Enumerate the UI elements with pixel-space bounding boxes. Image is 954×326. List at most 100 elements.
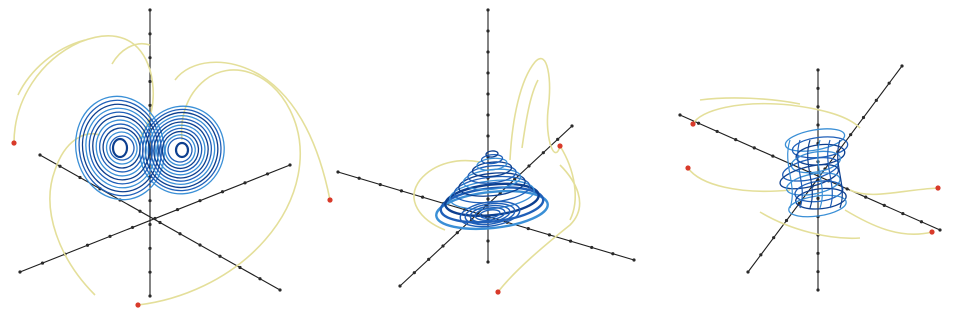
axis-tick-mark (412, 271, 416, 275)
axis-tick-mark (678, 113, 682, 117)
axis-tick-mark (85, 243, 90, 247)
attractor-orbit (161, 130, 200, 170)
axis-tick-mark (148, 246, 152, 250)
attractor-orbit (471, 161, 513, 178)
transient-curve (509, 57, 561, 161)
axis-tick-mark (816, 105, 820, 109)
attractor-orbit (78, 99, 162, 197)
axis-tick-mark (611, 252, 615, 256)
axis-tick-mark (887, 81, 891, 85)
axis-tick-mark (486, 260, 490, 264)
axis-tick-mark (752, 146, 756, 150)
axis-tick-mark (420, 195, 425, 199)
transient-curve (497, 164, 581, 293)
axis-tick-mark (148, 32, 152, 36)
axis-tick-mark (527, 164, 531, 168)
axis-tick-mark (938, 228, 942, 232)
attractor-orbit (105, 131, 138, 165)
attractor-orbit (156, 124, 206, 176)
axis-tick-mark (797, 201, 801, 205)
axis-tick-mark (398, 284, 402, 288)
attractor-orbit (797, 139, 803, 209)
panel-cone-attractor (435, 150, 549, 231)
transient-curve (174, 61, 331, 201)
axis-tick-mark (486, 134, 490, 138)
axis-tick-mark (486, 197, 490, 201)
axis-tick-mark (265, 172, 270, 176)
axis-tick-mark (715, 129, 719, 134)
axis-tick-mark (455, 231, 459, 235)
axis-tick-mark (526, 226, 530, 231)
transient-curve (687, 167, 791, 193)
attractor-orbit (795, 187, 847, 210)
axis-tick-mark (178, 232, 182, 236)
attractor-orbit (464, 202, 516, 226)
axis-tick-mark (278, 288, 282, 292)
attractor-orbit (111, 137, 129, 159)
axis-tick-mark (220, 190, 225, 194)
axis-tick-mark (148, 199, 152, 203)
axis-tick-mark (547, 233, 552, 237)
attractor-orbit (794, 180, 844, 203)
axis-tick-mark (148, 56, 152, 60)
panel-cylinder-axes (678, 64, 942, 292)
attractor-orbit (480, 153, 504, 165)
axis-tick-mark (148, 103, 152, 107)
axis-tick-mark (58, 164, 62, 168)
axis-tick-mark (243, 181, 247, 185)
attractor-orbit (458, 172, 526, 197)
transient-curve (759, 211, 861, 240)
attractor-orbit (459, 200, 521, 228)
attractor-orbit (469, 204, 511, 224)
attractor-orbit (807, 139, 813, 209)
attractor-orbit (474, 207, 506, 221)
axis-tick-mark (336, 170, 340, 174)
attractor-orbit (787, 139, 793, 209)
attractor-orbit (150, 118, 212, 182)
attractor-orbit (92, 115, 150, 181)
axis-tick-mark (784, 218, 789, 223)
transient-curve (137, 69, 301, 306)
attractor-orbit (827, 139, 833, 209)
axis-tick-mark (861, 115, 866, 120)
axis-tick-mark (882, 203, 886, 207)
attractor-orbit (444, 182, 540, 217)
axis-tick-mark (357, 176, 361, 180)
attractor-orbit (153, 121, 209, 179)
axis-tick-mark (108, 234, 112, 238)
initial-point (935, 185, 941, 191)
axis-tick-mark (198, 243, 202, 247)
axis-tick-mark (148, 8, 152, 12)
transient-curve (559, 145, 576, 221)
axis-tick-mark (148, 270, 152, 274)
axis-tick-mark (734, 138, 738, 142)
axis-tick-mark (759, 253, 763, 257)
axis-tick-mark (486, 239, 490, 243)
attractor-orbit (164, 134, 196, 166)
attractor-orbit (788, 194, 847, 218)
attractor-orbit (479, 209, 501, 219)
axis-tick-mark (919, 220, 924, 224)
axis-tick-mark (570, 124, 574, 128)
axis-tick-mark (541, 151, 545, 155)
attractor-orbit (81, 103, 159, 193)
attractor-orbit (817, 139, 823, 209)
axis-tick-mark (378, 182, 382, 187)
attractor-orbit (785, 172, 841, 196)
axis-tick-mark (238, 265, 242, 270)
transient-curve (13, 35, 154, 144)
axis-tick-mark (816, 86, 820, 90)
axis-tick-mark (900, 64, 904, 68)
initial-point (929, 229, 935, 235)
axis-tick-mark (258, 277, 262, 281)
axis-tick-mark (486, 50, 490, 54)
axis-tick-mark (864, 195, 868, 199)
axis-tick-mark (18, 270, 22, 274)
axis-tick-mark (746, 270, 750, 274)
initial-point (685, 165, 691, 171)
transient-curve (692, 102, 861, 129)
axis-tick-mark (148, 222, 152, 227)
axis-tick-mark (816, 68, 820, 72)
axis-tick-mark (816, 196, 820, 200)
